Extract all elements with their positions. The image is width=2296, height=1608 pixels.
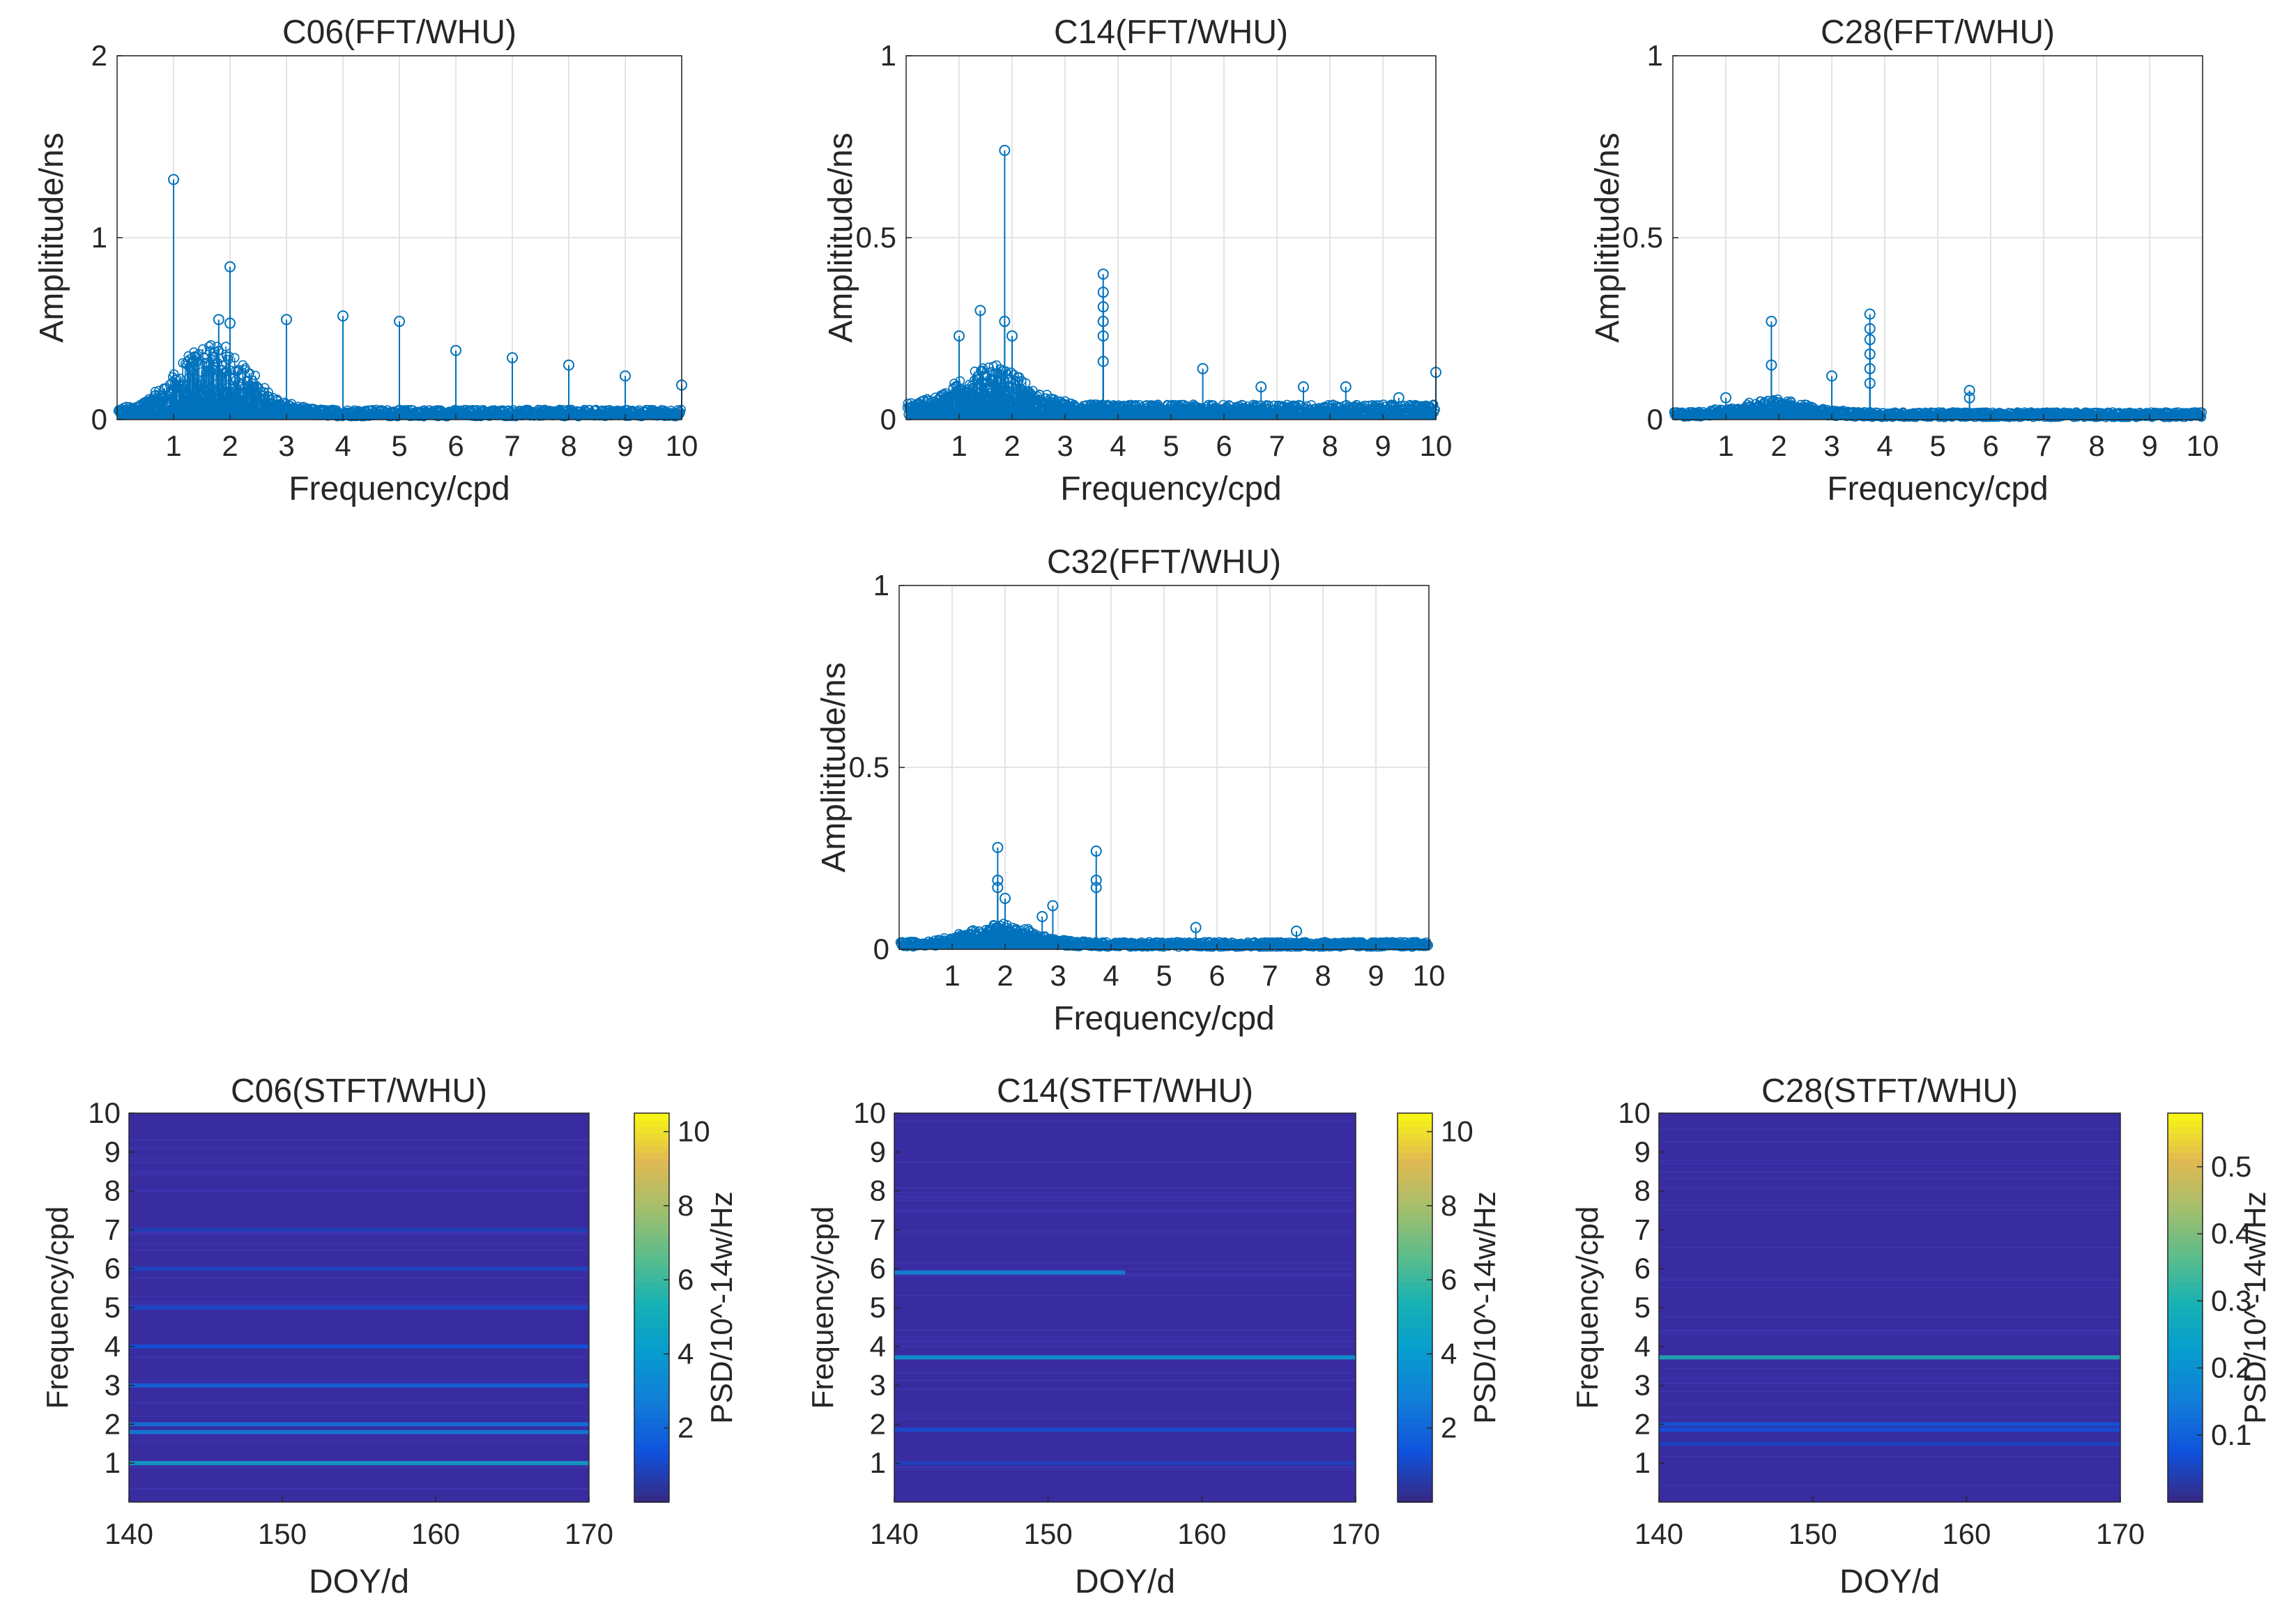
x-tick-label: 6 (447, 429, 464, 462)
peak-marker-1 (999, 144, 1011, 156)
x-tick-label: 6 (1216, 429, 1232, 462)
noise-marker (250, 370, 261, 381)
peak-marker-4 (224, 317, 236, 329)
y-axis-label: Amplititude/ns (33, 132, 70, 342)
y-axis-label: Amplititude/ns (822, 132, 859, 342)
noise-marker (183, 356, 193, 366)
peak-marker-8 (450, 344, 461, 356)
peak-marker-16 (1393, 392, 1405, 404)
peak-marker-12 (1197, 362, 1209, 374)
x-tick-label: 7 (504, 429, 520, 462)
y-tick-label: 0 (880, 403, 896, 436)
noise-marker (1006, 367, 1016, 377)
x-tick-label: 4 (1110, 429, 1126, 462)
x-axis-label: Frequency/cpd (289, 470, 510, 507)
x-tick-label: 8 (1322, 429, 1338, 462)
peak-marker-10 (1097, 330, 1109, 342)
plot-title: C14(FFT/WHU) (1054, 14, 1288, 51)
peak-marker-7 (394, 316, 405, 328)
noise-marker (223, 355, 234, 365)
plot-title: C06(FFT/WHU) (282, 14, 516, 51)
x-tick-label: 1 (165, 429, 181, 462)
x-tick-label: 8 (560, 429, 576, 462)
peak-marker-2 (224, 261, 236, 273)
peak-marker-7 (1097, 286, 1109, 298)
noise-marker (238, 360, 248, 370)
y-tick-label: 2 (91, 39, 107, 72)
peak-marker-5 (281, 314, 292, 326)
x-tick-label: 5 (1163, 429, 1179, 462)
x-tick-label: 10 (666, 429, 698, 462)
peak-marker-1 (168, 174, 179, 185)
noise-marker (955, 376, 965, 386)
noise-stems (902, 360, 1440, 420)
noise-marker (189, 347, 199, 357)
x-tick-label: 3 (1057, 429, 1073, 462)
peak-marker-11 (620, 370, 631, 382)
peak-marker-11 (1097, 355, 1109, 367)
peak-marker-6 (337, 310, 349, 322)
x-tick-label: 2 (222, 429, 238, 462)
peak-marker-10 (563, 359, 574, 371)
peak-marker-6 (1097, 268, 1109, 280)
peak-marker-4 (954, 330, 965, 342)
peak-marker-9 (507, 352, 518, 364)
x-tick-label: 5 (391, 429, 407, 462)
x-tick-label: 3 (278, 429, 294, 462)
fft-plot-1: 1 2 3 4 5 6 7 8 9 10 0 1 2 C06(FFT/WHU) Frequency/cpd A… (33, 14, 698, 507)
x-tick-label: 9 (1375, 429, 1391, 462)
peak-marker-2 (974, 305, 986, 316)
x-tick-label: 1 (951, 429, 967, 462)
peak-marker-8 (1097, 301, 1109, 313)
peak-marker-3 (999, 316, 1011, 328)
noise-stems (1669, 394, 2207, 422)
noise-marker (224, 351, 234, 361)
y-tick-label: 0 (91, 403, 107, 436)
y-tick-label: 1 (880, 39, 896, 72)
peak-marker-13 (1255, 381, 1267, 393)
x-tick-label: 9 (617, 429, 633, 462)
peak-marker-3 (213, 314, 224, 326)
x-axis-label: Frequency/cpd (1060, 470, 1282, 507)
fft-plot-3: 1 2 3 4 5 6 7 8 9 1000.51C28(FFT/WHU)Frequency/cp… (1589, 14, 2219, 507)
y-tick-label: 1 (91, 221, 107, 254)
peak-marker-15 (1340, 381, 1352, 393)
fft-plot-2: 1 2 3 4 5 6 7 8 9 10 0 0.5 1 C14(FFT/WHU) Frequency/cp… (822, 14, 1452, 507)
noise-marker (253, 382, 263, 392)
x-tick-label: 4 (335, 429, 351, 462)
x-tick-label: 2 (1004, 429, 1020, 462)
peak-marker-5 (1007, 330, 1018, 342)
noise-stems (113, 339, 686, 422)
peak-marker-14 (1298, 381, 1309, 393)
noise-marker (206, 339, 216, 350)
y-tick-label: 0.5 (856, 221, 896, 254)
peak-marker-9 (1097, 316, 1109, 328)
x-tick-label: 10 (1420, 429, 1453, 462)
x-tick-label: 7 (1269, 429, 1285, 462)
